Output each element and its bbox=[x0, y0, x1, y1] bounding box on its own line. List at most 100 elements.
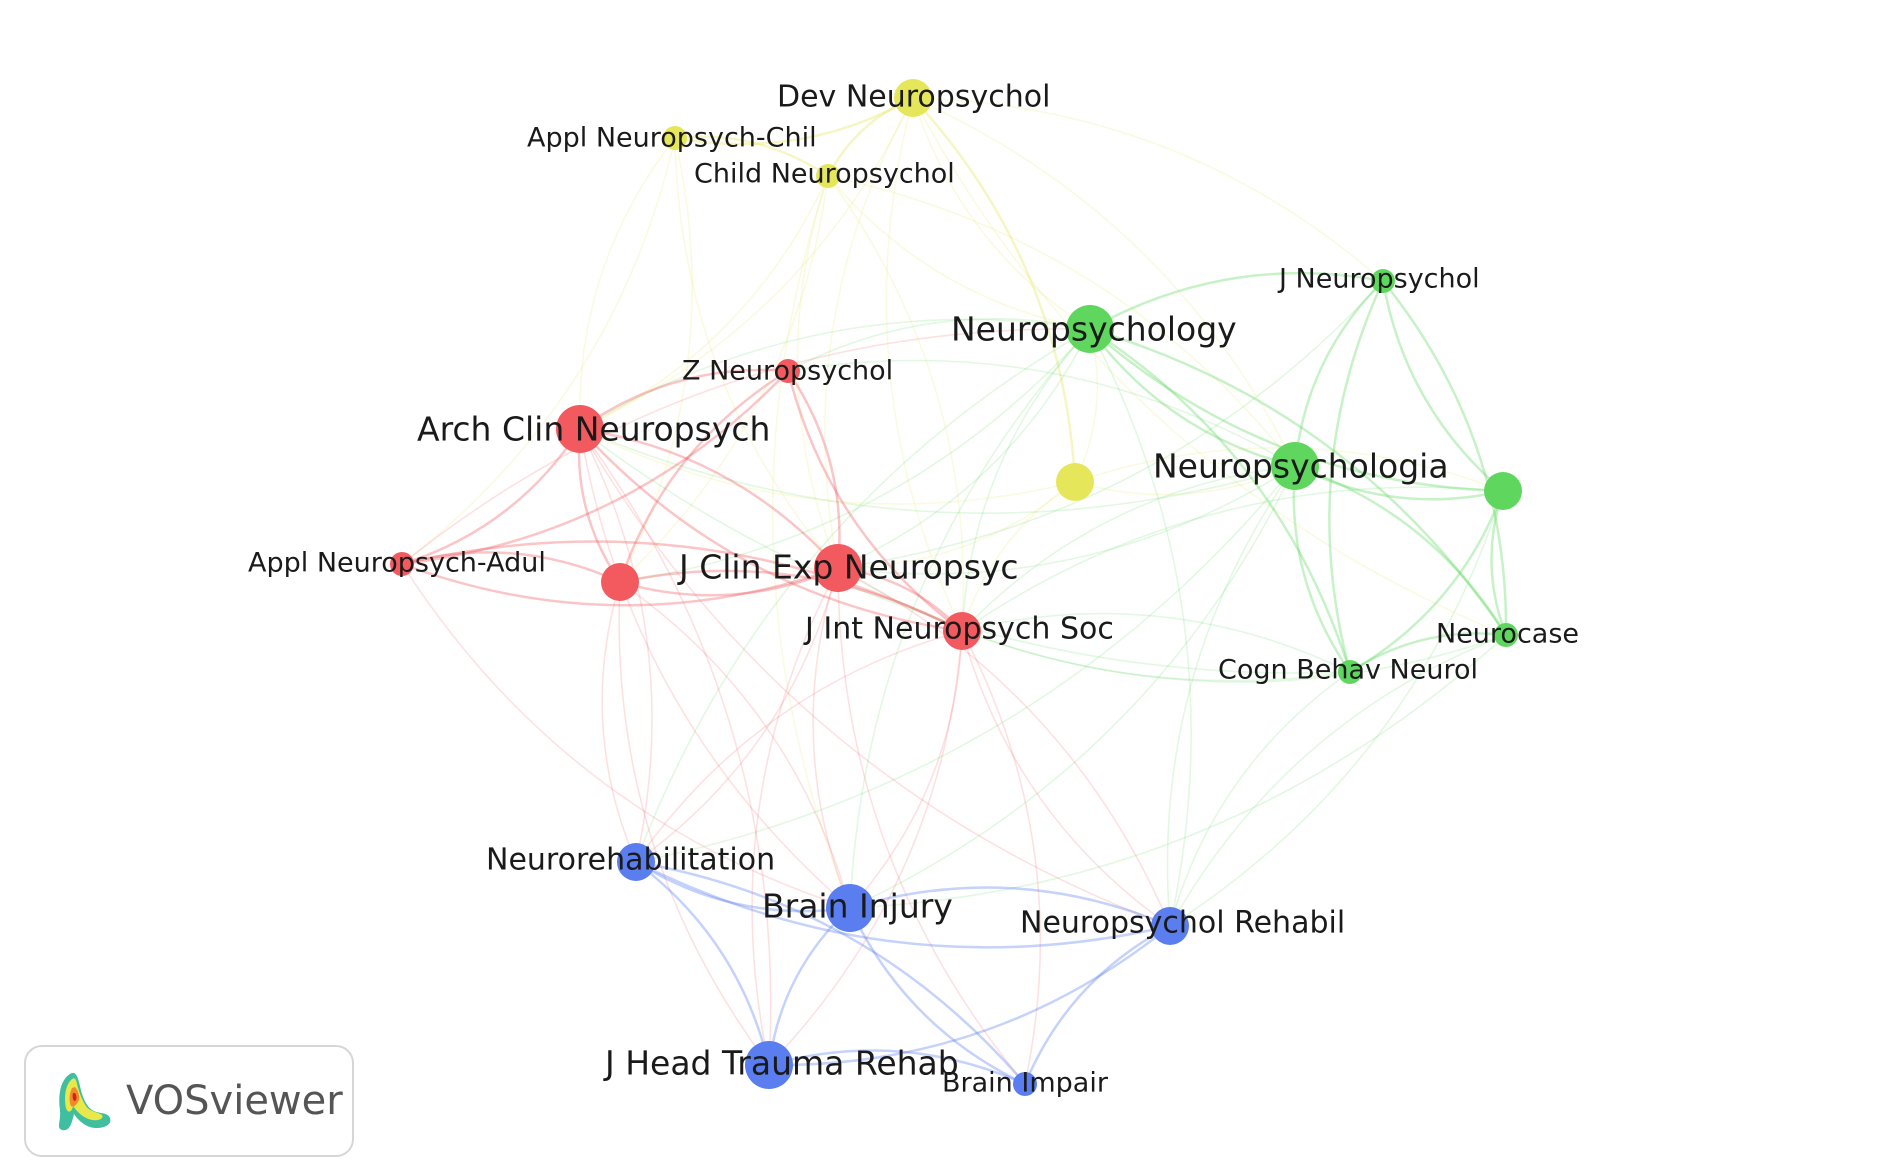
node-neurocase[interactable] bbox=[1494, 623, 1518, 647]
vosviewer-logo-text: VOSviewer bbox=[126, 1078, 343, 1124]
node-neuropsychology[interactable] bbox=[1066, 305, 1114, 353]
node-appl-neuropsych-adul[interactable] bbox=[390, 552, 414, 576]
label-j-clin-exp-neuropsyc: J Clin Exp Neuropsyc bbox=[677, 548, 1019, 587]
link-neuropsychologia-to-j-int-neuropsych-soc bbox=[961, 465, 1296, 632]
link-dev-neuropsychol-to-neuropsychology bbox=[912, 97, 1091, 330]
link-j-head-trauma-rehab-to-brain-impair bbox=[768, 1049, 1026, 1086]
link-cogn-behav-neurol-to-arch-clin-neuropsych bbox=[579, 428, 1351, 674]
label-appl-neuropsych-chil: Appl Neuropsych-Chil bbox=[527, 123, 817, 154]
node-j-int-neuropsych-soc[interactable] bbox=[943, 612, 981, 650]
link-unlabeled-yellow-to-j-int-neuropsych-soc bbox=[961, 481, 1076, 632]
link-neurocase-to-neuropsychol-rehabil bbox=[1169, 634, 1507, 927]
label-neurorehabilitation: Neurorehabilitation bbox=[486, 843, 775, 878]
link-dev-neuropsychol-to-unlabeled-yellow bbox=[912, 97, 1077, 483]
node-neurorehabilitation[interactable] bbox=[617, 843, 655, 881]
link-child-neuropsychol-to-brain-injury bbox=[771, 175, 851, 909]
link-neurorehabilitation-to-brain-injury bbox=[635, 860, 851, 913]
label-z-neuropsychol: Z Neuropsychol bbox=[682, 356, 893, 387]
link-neuropsychology-to-neurorehabilitation bbox=[635, 328, 1091, 863]
link-neurocase-to-j-int-neuropsych-soc bbox=[961, 630, 1507, 683]
link-dev-neuropsychol-to-j-clin-exp-neuropsyc bbox=[824, 97, 914, 569]
link-j-clin-exp-neuropsyc-to-neurorehabilitation bbox=[635, 567, 839, 863]
vosviewer-logo-badge: VOSviewer bbox=[24, 1045, 354, 1157]
network-nodes bbox=[390, 79, 1522, 1096]
link-z-neuropsychol-to-arch-clin-neuropsych bbox=[579, 368, 789, 431]
link-neuropsychology-to-neuropsychol-rehabil bbox=[1089, 328, 1192, 927]
link-unlabeled-green-to-j-int-neuropsych-soc bbox=[961, 486, 1504, 632]
node-appl-neuropsych-chil[interactable] bbox=[663, 126, 687, 150]
link-j-int-neuropsych-soc-to-brain-impair bbox=[961, 630, 1042, 1085]
link-neuropsychology-to-brain-injury bbox=[849, 328, 1091, 909]
link-neuropsychology-to-arch-clin-neuropsych bbox=[579, 318, 1091, 430]
link-z-neuropsychol-to-appl-neuropsych-adul bbox=[401, 370, 789, 566]
link-unlabeled-red-to-j-int-neuropsych-soc bbox=[619, 569, 963, 633]
link-neuropsychologia-to-brain-injury bbox=[849, 465, 1296, 909]
link-appl-neuropsych-adul-to-brain-injury bbox=[401, 563, 851, 909]
link-neuropsychology-to-neurocase bbox=[1089, 327, 1508, 636]
label-neuropsychol-rehabil: Neuropsychol Rehabil bbox=[1020, 906, 1345, 941]
link-unlabeled-yellow-to-arch-clin-neuropsych bbox=[579, 428, 1076, 505]
link-appl-neuropsych-adul-to-unlabeled-red bbox=[401, 551, 621, 584]
link-neuropsychology-to-neuropsychologia bbox=[1088, 328, 1296, 468]
link-neuropsychology-to-j-clin-exp-neuropsyc bbox=[837, 328, 1091, 569]
link-unlabeled-green-to-neuropsychol-rehabil bbox=[1169, 490, 1504, 927]
node-cogn-behav-neurol[interactable] bbox=[1338, 660, 1362, 684]
link-neuropsychologia-to-cogn-behav-neurol bbox=[1292, 465, 1352, 673]
link-arch-clin-neuropsych-to-appl-neuropsych-adul bbox=[401, 428, 582, 566]
link-neuropsychologia-to-neuropsychol-rehabil bbox=[1166, 465, 1296, 927]
link-neuropsychologia-to-neurocase bbox=[1294, 464, 1508, 636]
link-j-clin-exp-neuropsyc-to-brain-impair bbox=[837, 567, 1026, 1085]
node-neuropsychologia[interactable] bbox=[1271, 442, 1319, 490]
link-j-neuropsychol-to-j-clin-exp-neuropsyc bbox=[837, 280, 1384, 569]
node-child-neuropsychol[interactable] bbox=[816, 164, 840, 188]
link-neurocase-to-brain-injury bbox=[849, 634, 1507, 909]
node-j-clin-exp-neuropsyc[interactable] bbox=[814, 544, 862, 592]
node-arch-clin-neuropsych[interactable] bbox=[556, 405, 604, 453]
link-child-neuropsychol-to-arch-clin-neuropsych bbox=[579, 175, 829, 430]
link-neuropsychology-to-unlabeled-red bbox=[619, 328, 1091, 583]
link-arch-clin-neuropsych-to-j-clin-exp-neuropsyc bbox=[579, 427, 839, 569]
link-arch-clin-neuropsych-to-j-head-trauma-rehab bbox=[579, 428, 772, 1066]
node-unlabeled-green[interactable] bbox=[1484, 472, 1522, 510]
link-child-neuropsychol-to-neuropsychologia bbox=[827, 175, 1296, 467]
link-z-neuropsychol-to-j-int-neuropsych-soc bbox=[786, 370, 963, 633]
link-j-int-neuropsych-soc-to-brain-injury bbox=[849, 630, 963, 909]
link-j-clin-exp-neuropsyc-to-brain-injury bbox=[812, 567, 851, 909]
node-dev-neuropsychol[interactable] bbox=[894, 79, 932, 117]
link-appl-neuropsych-adul-to-neuropsychology bbox=[401, 328, 1091, 565]
link-z-neuropsychol-to-unlabeled-red bbox=[618, 369, 789, 583]
node-brain-impair[interactable] bbox=[1013, 1072, 1037, 1096]
label-j-head-trauma-rehab: J Head Trauma Rehab bbox=[603, 1044, 959, 1083]
link-dev-neuropsychol-to-neurocase bbox=[912, 97, 1507, 636]
link-neuropsychologia-to-j-clin-exp-neuropsyc bbox=[837, 465, 1296, 575]
link-dev-neuropsychol-to-j-int-neuropsych-soc bbox=[885, 97, 963, 632]
link-unlabeled-red-to-neurorehabilitation bbox=[601, 581, 637, 863]
node-j-neuropsychol[interactable] bbox=[1371, 269, 1395, 293]
network-labels: Dev Neuropsychol Appl Neuropsych-Chil Chil… bbox=[248, 80, 1579, 1099]
link-j-neuropsychol-to-cogn-behav-neurol bbox=[1328, 280, 1385, 673]
node-j-head-trauma-rehab[interactable] bbox=[745, 1041, 793, 1089]
link-brain-injury-to-brain-impair bbox=[848, 907, 1026, 1086]
link-appl-neuropsych-chil-to-unlabeled-red bbox=[619, 137, 693, 583]
node-z-neuropsychol[interactable] bbox=[776, 359, 800, 383]
link-neurocase-to-cogn-behav-neurol bbox=[1349, 632, 1507, 674]
link-unlabeled-yellow-to-j-clin-exp-neuropsyc bbox=[837, 481, 1076, 569]
node-brain-injury[interactable] bbox=[826, 884, 874, 932]
label-arch-clin-neuropsych: Arch Clin Neuropsych bbox=[417, 410, 770, 449]
label-appl-neuropsych-adul: Appl Neuropsych-Adul bbox=[248, 548, 546, 579]
node-neuropsychol-rehabil[interactable] bbox=[1151, 907, 1189, 945]
link-child-neuropsychol-to-neuropsychology bbox=[827, 175, 1091, 330]
link-dev-neuropsychol-to-j-neuropsychol bbox=[912, 97, 1384, 282]
label-brain-impair: Brain Impair bbox=[942, 1068, 1109, 1099]
link-neurorehabilitation-to-brain-impair bbox=[635, 860, 1026, 1085]
node-unlabeled-red[interactable] bbox=[601, 563, 639, 601]
link-neuropsychology-to-z-neuropsychol bbox=[787, 318, 1091, 372]
link-arch-clin-neuropsych-to-j-int-neuropsych-soc bbox=[579, 428, 963, 633]
link-neuropsychology-to-j-int-neuropsych-soc bbox=[961, 328, 1091, 632]
link-j-int-neuropsych-soc-to-neuropsychol-rehabil bbox=[961, 630, 1171, 927]
node-unlabeled-yellow[interactable] bbox=[1056, 463, 1094, 501]
label-neuropsychology: Neuropsychology bbox=[951, 310, 1237, 349]
label-cogn-behav-neurol: Cogn Behav Neurol bbox=[1218, 655, 1478, 686]
link-dev-neuropsychol-to-appl-neuropsych-chil bbox=[674, 96, 914, 146]
